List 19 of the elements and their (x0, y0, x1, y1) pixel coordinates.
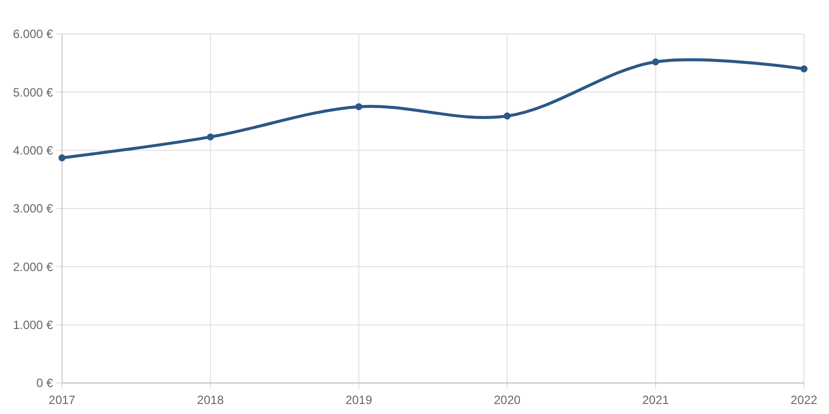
x-tick-label: 2017 (48, 393, 76, 407)
x-tick-label: 2022 (790, 393, 818, 407)
y-tick-label: 3.000 € (12, 202, 54, 216)
point (58, 154, 66, 162)
y-tick-label: 4.000 € (12, 144, 54, 158)
x-tick-label: 2018 (197, 393, 224, 407)
y-tick-label: 5.000 € (12, 85, 54, 100)
y-tick-label: 2.000 € (12, 260, 54, 274)
y-tick-label: 0 € (36, 376, 54, 390)
point (206, 133, 214, 140)
point (355, 103, 362, 110)
x-tick-label: 2021 (642, 393, 670, 407)
point (800, 65, 808, 72)
point (504, 112, 511, 120)
point (652, 58, 660, 66)
x-tick-label: 2019 (345, 393, 372, 407)
x-tick-label: 2020 (494, 393, 521, 407)
y-tick-label: 6.000 € (12, 27, 54, 42)
y-tick-label: 1.000 € (12, 318, 54, 332)
